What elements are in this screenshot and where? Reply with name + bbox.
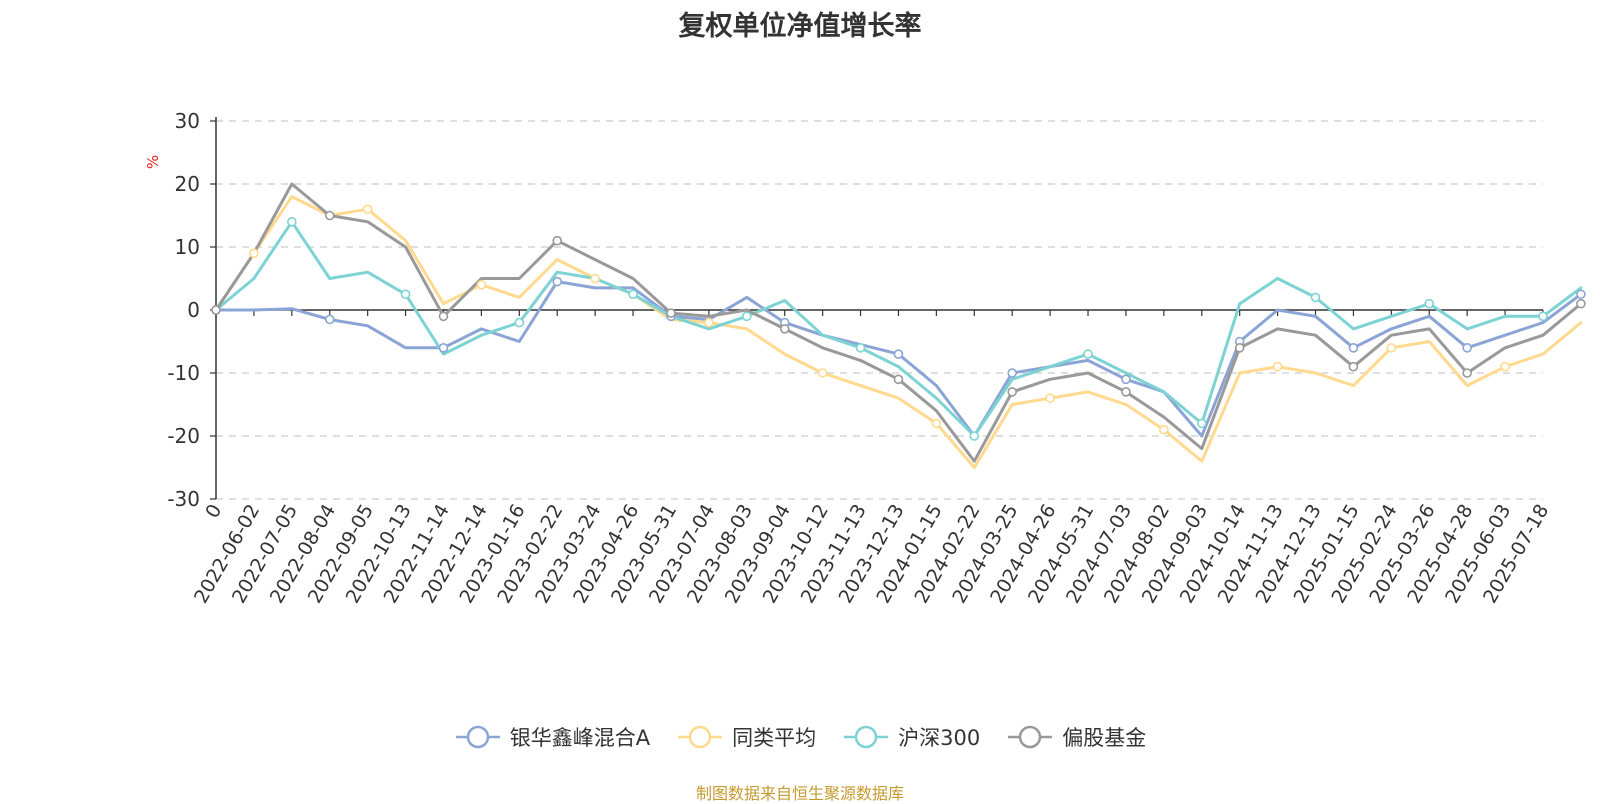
data-point xyxy=(362,204,373,214)
y-tick-label: -10 xyxy=(167,361,200,385)
data-point xyxy=(1083,349,1093,359)
legend-symbol xyxy=(1008,725,1053,749)
data-point xyxy=(1007,387,1018,397)
legend-label: 银华鑫峰混合A xyxy=(509,726,651,750)
data-point xyxy=(893,374,904,385)
legend-label: 沪深300 xyxy=(898,726,981,750)
data-point xyxy=(817,368,828,378)
data-point xyxy=(855,342,866,353)
y-tick-label: -20 xyxy=(167,424,200,448)
data-point xyxy=(628,289,638,300)
data-point xyxy=(552,276,563,287)
data-point xyxy=(1007,368,1018,378)
data-point xyxy=(1348,361,1359,372)
series-markers xyxy=(211,204,1586,441)
legend-label: 同类平均 xyxy=(732,726,817,750)
legend-symbol xyxy=(455,725,500,749)
data-point xyxy=(476,279,487,290)
chart-legend: 银华鑫峰混合A 同类平均 沪深300 偏股基金 xyxy=(0,722,1600,752)
data-point xyxy=(438,342,449,353)
data-point xyxy=(1462,368,1472,378)
data-point xyxy=(1386,342,1397,353)
data-point xyxy=(590,273,600,284)
data-point xyxy=(552,235,563,246)
legend-item[interactable]: 银华鑫峰混合A xyxy=(454,722,650,752)
data-point xyxy=(1576,289,1586,300)
data-point xyxy=(1121,387,1131,397)
legend-label: 偏股基金 xyxy=(1062,726,1147,750)
x-tick-label: 0 xyxy=(201,501,226,522)
data-point xyxy=(969,431,980,441)
legend-symbol xyxy=(678,725,723,749)
data-point xyxy=(287,217,297,227)
y-tick-label: 30 xyxy=(175,109,200,133)
grid-lines xyxy=(216,120,1543,500)
data-point xyxy=(1272,361,1283,372)
y-tick-label: 0 xyxy=(187,298,200,322)
data-point xyxy=(779,324,790,334)
series-line xyxy=(214,220,1583,438)
data-point xyxy=(704,317,714,328)
legend-item[interactable]: 同类平均 xyxy=(676,722,816,752)
data-point xyxy=(438,311,449,322)
data-point xyxy=(1348,342,1359,353)
data-point xyxy=(1462,342,1472,353)
data-point xyxy=(893,349,904,359)
y-tick-label: 20 xyxy=(175,172,200,196)
y-axis-unit: % xyxy=(144,155,162,169)
data-point xyxy=(324,314,335,325)
data-point xyxy=(211,305,221,315)
data-point xyxy=(931,418,942,429)
data-point xyxy=(1045,393,1055,404)
data-point xyxy=(1424,298,1435,309)
data-point xyxy=(400,289,411,300)
data-point xyxy=(1196,418,1207,429)
data-point xyxy=(1500,361,1510,372)
data-point xyxy=(324,210,335,221)
data-point xyxy=(1159,424,1169,435)
source-note: 制图数据来自恒生聚源数据库 xyxy=(695,784,904,803)
data-point xyxy=(1310,292,1321,303)
legend-symbol xyxy=(844,725,889,749)
data-point xyxy=(1576,298,1586,309)
data-point xyxy=(514,317,525,328)
data-point xyxy=(1121,374,1131,385)
data-point xyxy=(249,248,259,259)
data-point xyxy=(666,308,676,318)
legend-item[interactable]: 偏股基金 xyxy=(1006,722,1146,752)
data-point xyxy=(1538,311,1548,322)
series-lines xyxy=(214,182,1583,469)
legend-item[interactable]: 沪深300 xyxy=(842,722,980,752)
chart-title: 复权单位净值增长率 xyxy=(678,11,922,42)
y-tick-label: -30 xyxy=(167,487,200,511)
series-line xyxy=(214,195,1583,469)
y-tick-label: 10 xyxy=(175,235,200,259)
data-point xyxy=(741,311,752,322)
data-point xyxy=(1234,342,1245,353)
axes xyxy=(210,117,1544,500)
